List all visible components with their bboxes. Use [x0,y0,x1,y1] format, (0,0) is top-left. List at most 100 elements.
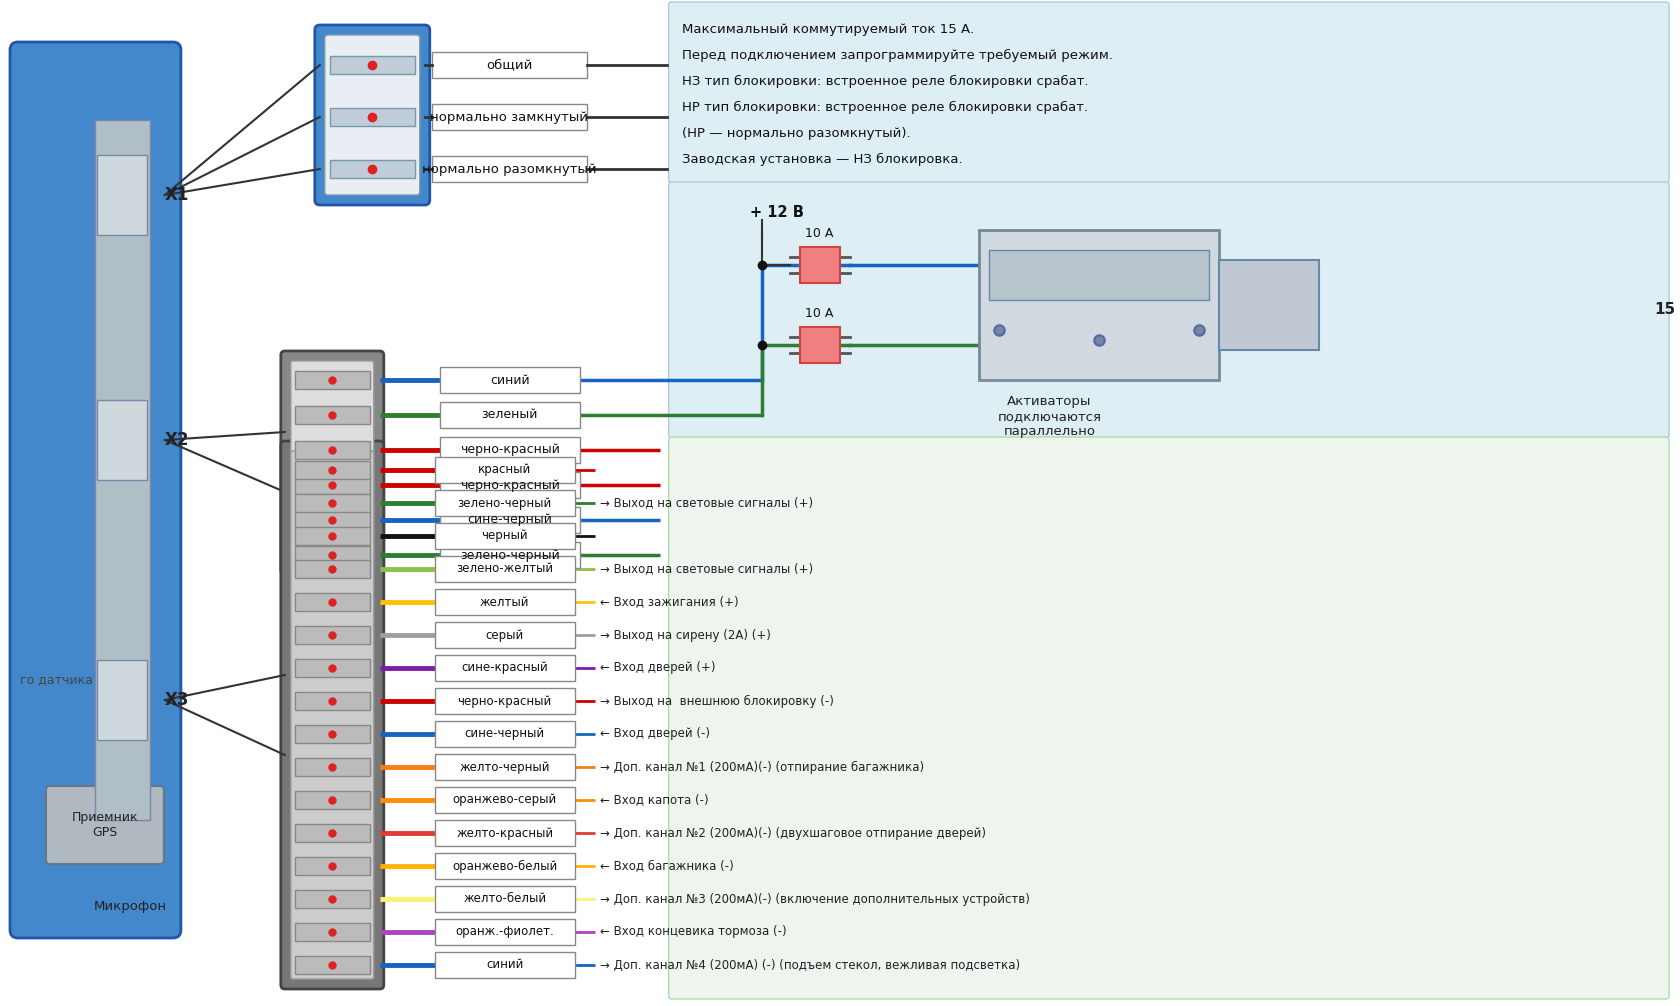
Text: → Выход на сирену (2А) (+): → Выход на сирену (2А) (+) [600,629,769,642]
Text: желто-черный: желто-черный [459,761,549,774]
Bar [294,923,370,941]
Bar [440,367,580,393]
Bar [435,952,575,978]
Text: ← Вход дверей (+): ← Вход дверей (+) [600,662,714,674]
Text: ← Вход зажигания (+): ← Вход зажигания (+) [600,596,738,609]
Bar [294,692,370,710]
Text: 10 А: 10 А [805,227,833,240]
Text: зелено-черный: зелено-черный [460,548,559,561]
Bar [294,857,370,875]
Text: → Доп. канал №2 (200мА)(-) (двухшаговое отпирание дверей): → Доп. канал №2 (200мА)(-) (двухшаговое … [600,827,984,839]
FancyBboxPatch shape [281,441,383,989]
Text: → Выход на  внешнюю блокировку (-): → Выход на внешнюю блокировку (-) [600,694,833,707]
Bar [294,626,370,644]
Bar [294,371,370,389]
Text: желто-красный: желто-красный [455,827,553,839]
Bar [435,754,575,780]
Bar [294,890,370,908]
FancyBboxPatch shape [669,182,1668,438]
Text: оранжево-серый: оранжево-серый [452,794,556,807]
Bar [435,853,575,879]
Bar [435,490,575,516]
Text: → Доп. канал №4 (200мА) (-) (подъем стекол, вежливая подсветка): → Доп. канал №4 (200мА) (-) (подъем стек… [600,959,1020,972]
Bar [294,476,370,494]
Bar [294,406,370,424]
Text: оранж.-фиолет.: оранж.-фиолет. [455,926,554,939]
FancyBboxPatch shape [45,786,165,864]
Bar [440,437,580,463]
FancyBboxPatch shape [324,35,420,195]
Bar [432,104,586,130]
Bar [329,160,415,178]
Bar [329,56,415,74]
FancyBboxPatch shape [10,42,181,938]
Text: черно-красный: черно-красный [460,479,559,492]
Bar [800,247,838,283]
Text: нормально замкнутый: нормально замкнутый [430,111,588,124]
Text: черный: черный [480,529,528,542]
FancyBboxPatch shape [669,2,1668,183]
Bar [435,556,575,582]
Text: → Доп. канал №3 (200мА)(-) (включение дополнительных устройств): → Доп. канал №3 (200мА)(-) (включение до… [600,892,1028,905]
Text: синий: синий [489,373,529,386]
Bar [294,791,370,809]
Text: Максимальный коммутируемый ток 15 А.: Максимальный коммутируемый ток 15 А. [680,23,973,36]
FancyBboxPatch shape [669,437,1668,999]
Bar [294,725,370,743]
Bar [94,120,150,820]
Text: Активаторы
подключаются
параллельно: Активаторы подключаются параллельно [996,395,1100,438]
Text: черно-красный: черно-красный [460,444,559,457]
Text: го датчика: го датчика [20,673,92,686]
Text: зелено-черный: зелено-черный [457,497,551,509]
Bar [294,494,370,512]
Text: НЗ тип блокировки: встроенное реле блокировки срабат.: НЗ тип блокировки: встроенное реле блоки… [680,75,1087,89]
FancyBboxPatch shape [314,25,430,205]
Bar [440,402,580,428]
Text: ← Вход концевика тормоза (-): ← Вход концевика тормоза (-) [600,926,786,939]
Text: Заводская установка — НЗ блокировка.: Заводская установка — НЗ блокировка. [680,153,961,166]
Bar [435,457,575,483]
Text: сине-красный: сине-красный [460,662,548,674]
Bar [979,230,1218,380]
Text: → Доп. канал №1 (200мА)(-) (отпирание багажника): → Доп. канал №1 (200мА)(-) (отпирание ба… [600,761,924,774]
Text: желто-белый: желто-белый [464,892,546,905]
Text: сине-черный: сине-черный [464,727,544,740]
FancyBboxPatch shape [281,351,383,574]
Text: Приемник
GPS: Приемник GPS [72,811,138,839]
Bar [294,593,370,611]
Bar [294,560,370,578]
Text: ← Вход багажника (-): ← Вход багажника (-) [600,859,732,872]
Bar [97,155,146,235]
Bar [800,327,838,363]
Bar [435,820,575,846]
Bar [294,956,370,974]
Text: НР тип блокировки: встроенное реле блокировки срабат.: НР тип блокировки: встроенное реле блоки… [680,101,1087,114]
Text: серый: серый [486,629,524,642]
Bar [294,546,370,564]
Text: (НР — нормально разомкнутый).: (НР — нормально разомкнутый). [680,127,909,140]
Text: X3: X3 [165,691,190,709]
Bar [294,758,370,776]
Bar [432,156,586,182]
Text: синий: синий [486,959,522,972]
Text: зелено-желтый: зелено-желтый [455,562,553,575]
Bar [294,824,370,842]
Text: Микрофон: Микрофон [94,900,166,913]
Bar [435,655,575,681]
Bar [294,461,370,479]
Bar [294,441,370,459]
Bar [435,721,575,747]
Bar [294,659,370,677]
Text: X1: X1 [165,186,190,204]
Bar [435,787,575,813]
Bar [435,622,575,648]
Bar [432,52,586,78]
Bar [329,108,415,126]
Bar [294,527,370,545]
Text: + 12 В: + 12 В [749,205,803,220]
Bar [1218,260,1319,350]
Bar [435,886,575,912]
Text: красный: красный [477,464,531,477]
FancyBboxPatch shape [291,361,373,564]
Text: нормально разомкнутый: нормально разомкнутый [422,163,596,175]
